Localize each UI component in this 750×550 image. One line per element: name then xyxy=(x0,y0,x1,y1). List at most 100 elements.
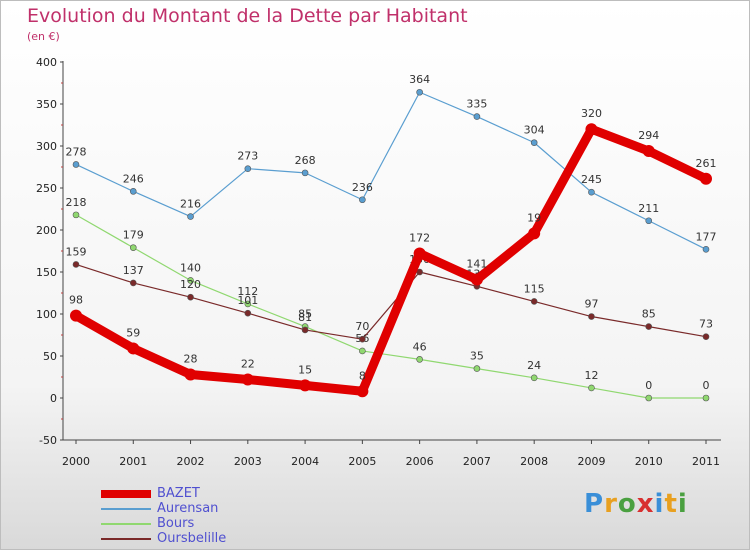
data-point-bazet xyxy=(528,227,541,240)
data-point-bazet xyxy=(470,273,483,286)
data-point-aurensan xyxy=(72,161,80,168)
legend-item: Bours xyxy=(101,516,226,531)
data-label-bazet: 22 xyxy=(241,358,255,371)
data-point-bazet xyxy=(299,379,312,392)
data-point-bours xyxy=(645,394,653,402)
data-label-bours: 218 xyxy=(66,196,87,209)
data-point-aurensan xyxy=(187,213,194,220)
proxiti-logo: Proxiti xyxy=(584,489,688,519)
data-label-aurensan: 335 xyxy=(466,98,487,111)
y-tick-label: 50 xyxy=(43,350,57,363)
x-tick-label: 2003 xyxy=(234,455,262,468)
legend-label: Bours xyxy=(157,516,195,531)
data-label-aurensan: 268 xyxy=(295,154,316,167)
data-label-oursbelille: 101 xyxy=(237,294,258,307)
legend-label: Aurensan xyxy=(157,501,219,516)
data-label-bazet: 98 xyxy=(69,294,83,307)
data-label-aurensan: 273 xyxy=(237,150,258,163)
data-point-oursbelille xyxy=(72,261,80,268)
data-point-bours xyxy=(473,365,481,372)
data-label-bazet: 19 xyxy=(527,211,541,224)
data-label-bazet: 28 xyxy=(184,352,198,365)
chart-subtitle: (en €) xyxy=(27,30,60,43)
data-point-bazet xyxy=(127,342,140,355)
data-point-bours xyxy=(244,300,252,308)
x-tick-label: 2008 xyxy=(520,455,548,468)
logo-letter: i xyxy=(677,489,688,519)
x-tick-label: 2005 xyxy=(348,455,376,468)
data-label-aurensan: 278 xyxy=(66,145,87,158)
x-tick-label: 2000 xyxy=(62,455,90,468)
data-point-bazet xyxy=(585,123,598,136)
data-label-aurensan: 304 xyxy=(524,124,545,137)
y-tick-label: 300 xyxy=(36,140,57,153)
legend-item: BAZET xyxy=(101,486,226,501)
data-label-oursbelille: 70 xyxy=(355,320,369,333)
legend-label: BAZET xyxy=(157,486,200,501)
y-tick-label: 400 xyxy=(36,56,57,69)
data-label-bours: 12 xyxy=(584,369,598,382)
data-label-bours: 35 xyxy=(470,350,484,363)
data-label-bours: 24 xyxy=(527,359,541,372)
data-point-bazet xyxy=(413,247,426,260)
y-tick-label: 200 xyxy=(36,224,57,237)
legend: BAZET Aurensan Bours Oursbelille xyxy=(101,486,226,546)
legend-item: Aurensan xyxy=(101,501,226,516)
x-tick-label: 2010 xyxy=(635,455,663,468)
data-label-bours: 85 xyxy=(298,308,312,321)
data-label-aurensan: 177 xyxy=(696,230,717,243)
data-point-bazet xyxy=(356,385,369,398)
data-label-oursbelille: 120 xyxy=(180,278,201,291)
data-point-aurensan xyxy=(702,246,710,253)
data-label-bours: 179 xyxy=(123,229,144,242)
data-label-bours: 0 xyxy=(703,379,710,392)
data-point-bours xyxy=(588,384,595,392)
y-tick-label: 0 xyxy=(50,392,57,405)
data-point-oursbelille xyxy=(645,323,653,330)
logo-letter: x xyxy=(636,489,655,519)
data-point-bazet xyxy=(70,309,82,322)
data-label-bours: 112 xyxy=(237,285,258,298)
data-point-bours xyxy=(530,374,538,382)
data-point-aurensan xyxy=(244,165,252,172)
y-tick-label: -50 xyxy=(39,434,57,447)
x-tick-label: 2004 xyxy=(291,455,319,468)
data-label-oursbelille: 73 xyxy=(699,318,713,331)
legend-swatch xyxy=(101,522,151,525)
data-point-bours xyxy=(72,211,80,219)
data-point-bours xyxy=(187,277,194,284)
data-point-oursbelille xyxy=(588,313,595,320)
series-line-bours xyxy=(75,214,707,399)
data-point-bours xyxy=(129,244,137,251)
data-label-oursbelille: 81 xyxy=(298,311,312,324)
legend-label: Oursbelille xyxy=(157,531,227,546)
data-point-oursbelille xyxy=(244,309,252,317)
legend-swatch xyxy=(101,537,151,540)
data-label-bours: 140 xyxy=(180,261,201,274)
data-label-bours: 0 xyxy=(645,379,652,392)
data-point-oursbelille xyxy=(702,333,710,340)
data-label-oursbelille: 115 xyxy=(524,282,545,295)
logo-letter: P xyxy=(584,489,605,519)
data-label-aurensan: 216 xyxy=(180,198,201,211)
y-tick-label: 350 xyxy=(36,98,57,111)
x-tick-label: 2001 xyxy=(119,455,147,468)
series-line-bazet xyxy=(71,124,711,396)
y-tick-label: 100 xyxy=(36,308,57,321)
logo-letter: o xyxy=(617,489,637,519)
data-point-bazet xyxy=(184,368,197,381)
data-label-oursbelille: 137 xyxy=(123,264,144,277)
logo-letter: i xyxy=(654,489,665,519)
data-point-bazet xyxy=(700,172,712,185)
chart-title: Evolution du Montant de la Dette par Hab… xyxy=(27,5,468,27)
series-line-aurensan xyxy=(75,91,707,250)
logo-letter: r xyxy=(604,489,618,519)
data-point-oursbelille xyxy=(187,293,194,301)
data-point-bours xyxy=(416,356,423,363)
data-point-bazet xyxy=(642,145,655,158)
data-label-oursbelille: 85 xyxy=(642,308,656,321)
data-label-bazet: 8 xyxy=(359,369,366,382)
data-label-aurensan: 236 xyxy=(352,181,373,194)
